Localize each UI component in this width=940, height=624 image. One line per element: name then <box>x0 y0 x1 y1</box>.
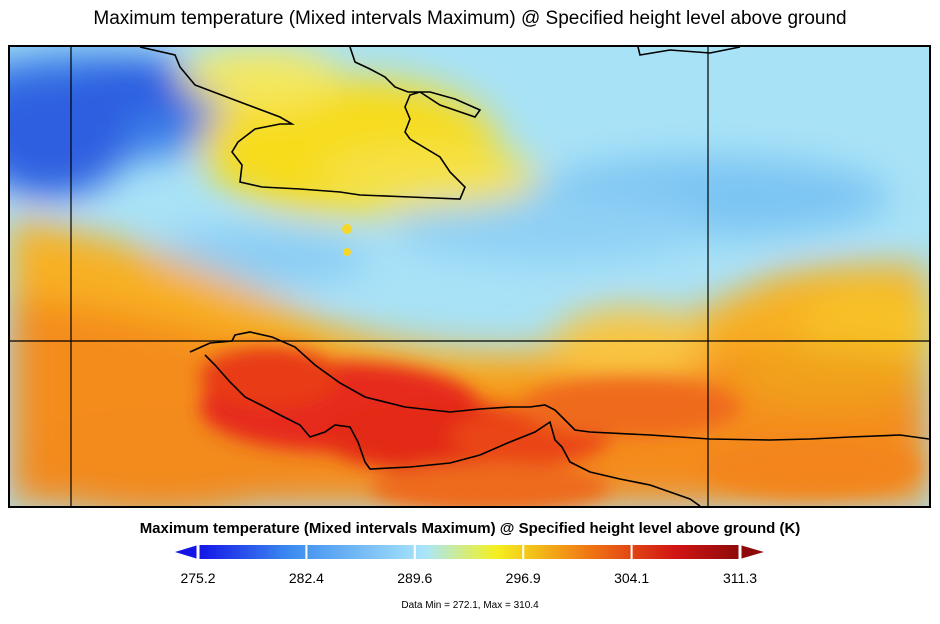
colorbar-tick-label: 282.4 <box>288 570 324 586</box>
temperature-map[interactable] <box>8 45 931 508</box>
graticule <box>10 47 929 506</box>
warm-spot <box>342 224 352 234</box>
map-title: Maximum temperature (Mixed intervals Max… <box>93 8 847 29</box>
hot-region-shading <box>200 347 920 506</box>
colorbar-tick-label: 275.2 <box>180 570 216 586</box>
colorbar-tick-label: 311.3 <box>723 570 757 586</box>
colorbar-tick-label: 304.1 <box>614 570 650 586</box>
coastlines <box>139 47 929 506</box>
colorbar-max-arrow <box>740 545 764 559</box>
northern-coastline-right <box>637 47 741 56</box>
colorbar <box>175 545 764 559</box>
data-range-stats: Data Min = 272.1, Max = 310.4 <box>401 600 539 611</box>
colorbar-min-arrow <box>175 545 198 559</box>
gulf-south-coastline <box>204 354 701 506</box>
colorbar-label: Maximum temperature (Mixed intervals Max… <box>139 520 801 537</box>
gulf-coastline <box>189 331 929 441</box>
warm-spot <box>343 248 351 256</box>
colorbar-tick-label: 296.9 <box>505 570 541 586</box>
northern-sea-coastline <box>139 47 482 200</box>
colorbar-tick-label: 289.6 <box>397 570 433 586</box>
colorbar-tick-marks <box>196 545 742 559</box>
temperature-shading <box>10 47 929 506</box>
colorbar-gradient <box>198 545 740 559</box>
